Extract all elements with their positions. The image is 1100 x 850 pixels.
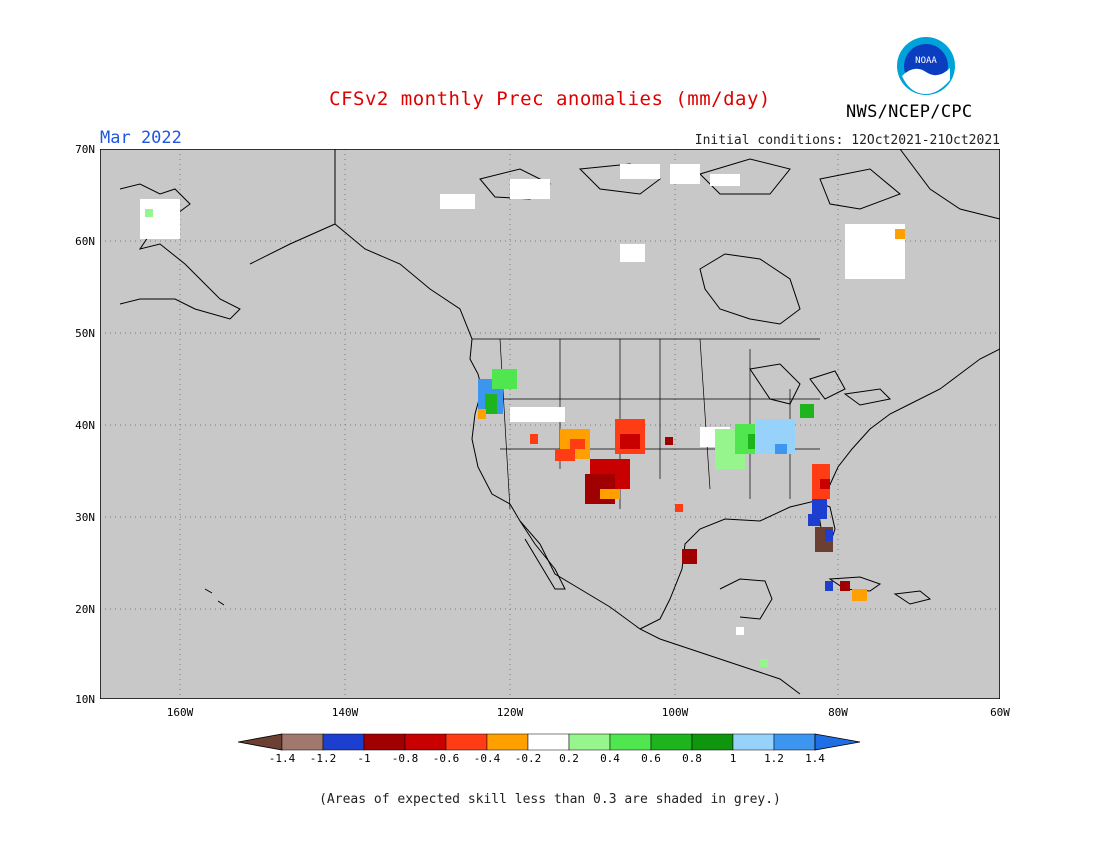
lat-label-20n: 20N: [75, 603, 95, 616]
lon-label-160w: 160W: [166, 706, 194, 719]
logo-text: NOAA: [915, 56, 937, 66]
colorbar-label: -0.2: [514, 752, 542, 765]
lat-label-40n: 40N: [75, 419, 95, 432]
chart-title: CFSv2 monthly Prec anomalies (mm/day): [329, 88, 771, 110]
colorbar-label: 0.2: [559, 752, 579, 765]
colorbar-segment: [404, 733, 447, 751]
skill-footnote: (Areas of expected skill less than 0.3 a…: [319, 792, 781, 807]
colorbar-segment: [609, 733, 652, 751]
colorbar-label: 0.4: [600, 752, 620, 765]
colorbar-label: -0.8: [391, 752, 419, 765]
colorbar-segment: [650, 733, 693, 751]
colorbar-label: 1.2: [764, 752, 784, 765]
colorbar-segment: [486, 733, 529, 751]
colorbar: [238, 733, 861, 751]
lat-label-50n: 50N: [75, 327, 95, 340]
state-borders: [472, 338, 820, 510]
colorbar-label: 1: [729, 752, 737, 765]
colorbar-label: -1.2: [309, 752, 337, 765]
colorbar-label: -1.4: [268, 752, 296, 765]
forecast-month: Mar 2022: [100, 128, 182, 148]
lon-label-120w: 120W: [496, 706, 524, 719]
gridlines: [100, 149, 1000, 699]
lat-label-60n: 60N: [75, 235, 95, 248]
colorbar-segment: [732, 733, 775, 751]
colorbar-arrow-left: [238, 733, 283, 751]
colorbar-segment: [691, 733, 734, 751]
colorbar-label: -0.6: [432, 752, 460, 765]
lon-label-140w: 140W: [331, 706, 359, 719]
initial-conditions: Initial conditions: 12Oct2021-21Oct2021: [694, 133, 1000, 148]
colorbar-segment: [445, 733, 488, 751]
lat-label-10n: 10N: [75, 693, 95, 706]
anomaly-cells: [140, 164, 905, 667]
colorbar-label: -1: [357, 752, 371, 765]
colorbar-segment: [322, 733, 365, 751]
lon-label-60w: 60W: [990, 706, 1010, 719]
colorbar-label: 0.6: [641, 752, 661, 765]
colorbar-segment: [568, 733, 611, 751]
colorbar-label: -0.4: [473, 752, 501, 765]
lat-label-30n: 30N: [75, 511, 95, 524]
colorbar-segment: [773, 733, 816, 751]
noaa-logo-icon: NOAA: [897, 37, 955, 95]
lon-label-100w: 100W: [661, 706, 689, 719]
map-canvas: [100, 149, 1000, 699]
colorbar-arrow-right: [814, 733, 861, 751]
lat-label-70n: 70N: [75, 143, 95, 156]
colorbar-segment: [527, 733, 570, 751]
lon-label-80w: 80W: [828, 706, 848, 719]
colorbar-label: 1.4: [805, 752, 825, 765]
colorbar-segment: [363, 733, 406, 751]
colorbar-segment: [281, 733, 324, 751]
agency-label: NWS/NCEP/CPC: [846, 102, 973, 122]
colorbar-label: 0.8: [682, 752, 702, 765]
